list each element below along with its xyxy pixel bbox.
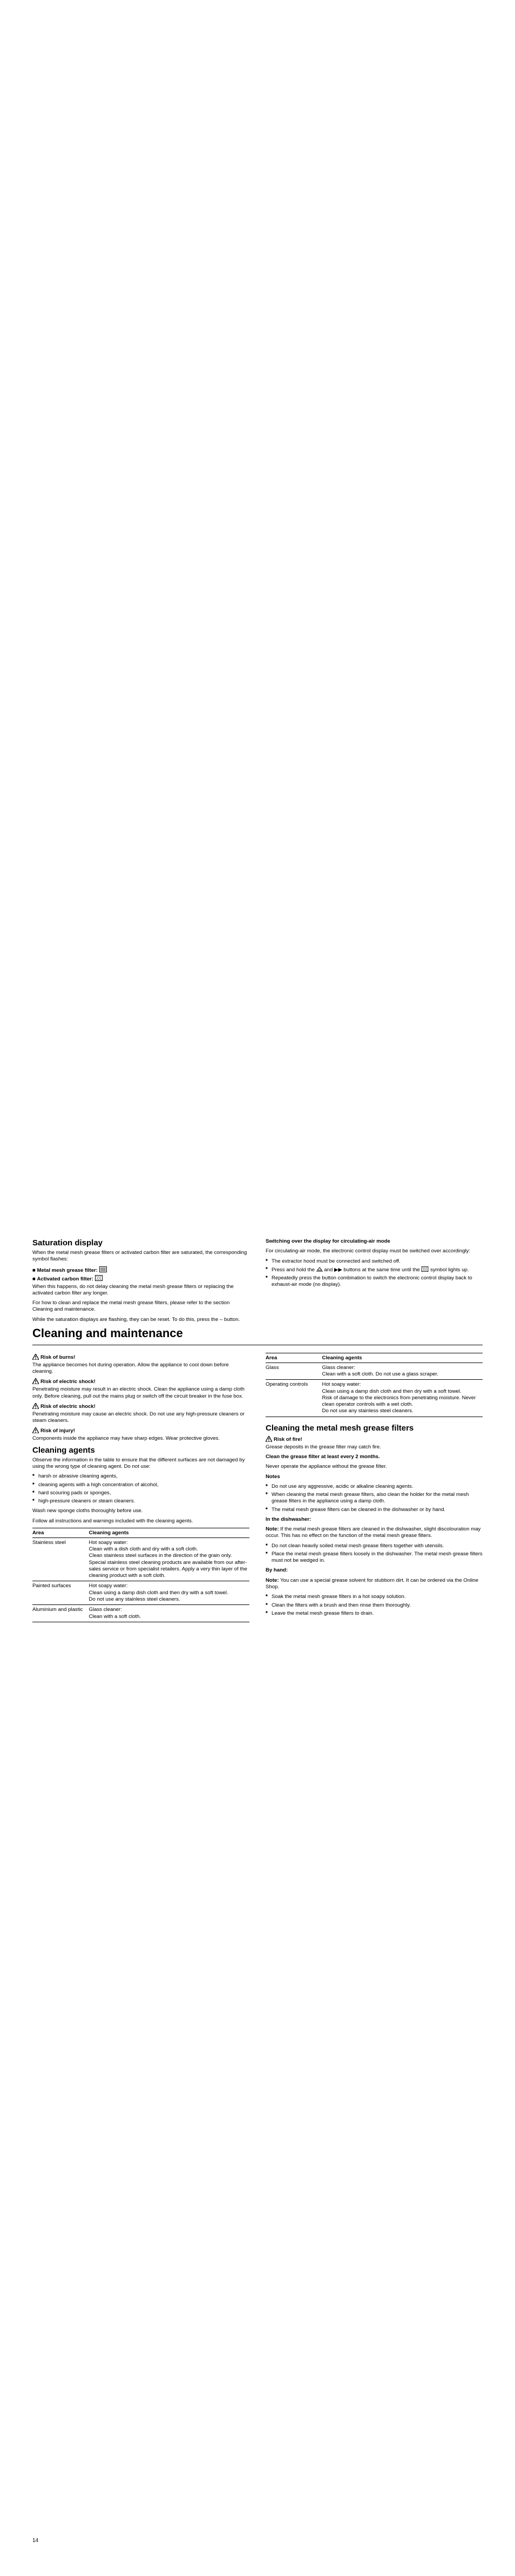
byhand-heading: By hand: bbox=[266, 1567, 483, 1574]
saturation-heading: Saturation display bbox=[32, 1238, 249, 1247]
th-area: Area bbox=[32, 1528, 89, 1537]
warn-shock2: Risk of electric shock! bbox=[32, 1403, 249, 1410]
dishwasher-list: Do not clean heavily soiled metal mesh g… bbox=[266, 1543, 483, 1565]
td-area: Stainless steel bbox=[32, 1537, 89, 1581]
cleaning-agents-table-left: Area Cleaning agents Stainless steel Hot… bbox=[32, 1528, 249, 1622]
td-area: Glass bbox=[266, 1363, 322, 1380]
saturation-body1: When this happens, do not delay cleaning… bbox=[32, 1284, 249, 1297]
warn-shock-body1: Penetrating moisture may result in an el… bbox=[32, 1386, 249, 1400]
switching-bul2: Press and hold the and ▶▶ buttons at the… bbox=[266, 1266, 483, 1273]
hood-icon bbox=[316, 1267, 323, 1272]
warning-icon bbox=[266, 1436, 272, 1442]
page-number: 14 bbox=[32, 2538, 38, 2544]
td-agents: Glass cleaner: Clean with a soft cloth. bbox=[89, 1605, 249, 1622]
metal-filter-line: ■ Metal mesh grease filter: bbox=[32, 1266, 249, 1273]
warn-fire: Risk of fire! bbox=[266, 1436, 483, 1442]
fire-body2: Clean the grease filter at least every 2… bbox=[266, 1454, 483, 1460]
warn-burns-body: The appliance becomes hot during operati… bbox=[32, 1362, 249, 1375]
th-area: Area bbox=[266, 1353, 322, 1363]
td-area: Painted surfaces bbox=[32, 1581, 89, 1605]
carbon-filter-icon bbox=[421, 1266, 429, 1272]
warning-icon bbox=[32, 1378, 39, 1384]
switching-body1: For circulating-air mode, the electronic… bbox=[266, 1248, 483, 1255]
agents-follow-line: Follow all instructions and warnings inc… bbox=[32, 1518, 249, 1525]
td-area: Aluminium and plastic bbox=[32, 1605, 89, 1622]
td-area: Operating controls bbox=[266, 1380, 322, 1417]
warning-icon bbox=[32, 1427, 39, 1433]
switching-heading: Switching over the display for circulati… bbox=[266, 1238, 483, 1245]
dishwasher-heading: In the dishwasher: bbox=[266, 1516, 483, 1523]
warn-injury: Risk of injury! bbox=[32, 1427, 249, 1434]
saturation-body3: While the saturation displays are flashi… bbox=[32, 1317, 249, 1323]
warning-icon bbox=[32, 1403, 39, 1409]
carbon-filter-icon bbox=[95, 1275, 103, 1281]
dishwasher-note: Note: If the metal mesh grease filters a… bbox=[266, 1526, 483, 1540]
warning-icon bbox=[32, 1354, 39, 1360]
carbon-filter-line: ■ Activated carbon filter: bbox=[32, 1275, 249, 1282]
byhand-list: Soak the metal mesh grease filters in a … bbox=[266, 1594, 483, 1617]
td-agents: Hot soapy water: Clean using a damp dish… bbox=[322, 1380, 483, 1417]
warn-shock-body2: Penetrating moisture may cause an electr… bbox=[32, 1411, 249, 1425]
agents-wash-line: Wash new sponge cloths thoroughly before… bbox=[32, 1508, 249, 1514]
fire-body1: Grease deposits in the grease filter may… bbox=[266, 1444, 483, 1451]
notes-list: Do not use any aggressive, acidic or alk… bbox=[266, 1483, 483, 1513]
byhand-note: Note: You can use a special grease solve… bbox=[266, 1577, 483, 1591]
agents-donot-list: harsh or abrasive cleaning agents, clean… bbox=[32, 1473, 249, 1505]
th-agents: Cleaning agents bbox=[89, 1528, 249, 1537]
filters-heading: Cleaning the metal mesh grease filters bbox=[266, 1424, 483, 1433]
agents-intro: Observe the information in the table to … bbox=[32, 1457, 249, 1471]
td-agents: Hot soapy water: Clean using a damp dish… bbox=[89, 1581, 249, 1605]
warn-burns: Risk of burns! bbox=[32, 1354, 249, 1360]
notes-heading: Notes bbox=[266, 1474, 483, 1480]
td-agents: Glass cleaner: Clean with a soft cloth. … bbox=[322, 1363, 483, 1380]
switching-bullets: The extractor hood must be connected and… bbox=[266, 1258, 483, 1289]
cleaning-agents-heading: Cleaning agents bbox=[32, 1446, 249, 1455]
saturation-intro: When the metal mesh grease filters or ac… bbox=[32, 1250, 249, 1263]
td-agents: Hot soapy water: Clean with a dish cloth… bbox=[89, 1537, 249, 1581]
fire-body3: Never operate the appliance without the … bbox=[266, 1464, 483, 1470]
th-agents: Cleaning agents bbox=[322, 1353, 483, 1363]
cleaning-maintenance-title: Cleaning and maintenance bbox=[32, 1326, 483, 1340]
warn-injury-body: Components inside the appliance may have… bbox=[32, 1435, 249, 1442]
warn-shock: Risk of electric shock! bbox=[32, 1378, 249, 1385]
cleaning-agents-table-right: Area Cleaning agents Glass Glass cleaner… bbox=[266, 1353, 483, 1417]
saturation-body2: For how to clean and replace the metal m… bbox=[32, 1300, 249, 1313]
metal-filter-icon bbox=[99, 1266, 107, 1272]
